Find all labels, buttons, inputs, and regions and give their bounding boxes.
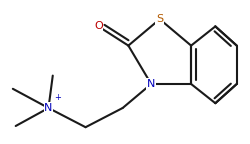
Text: N: N — [44, 103, 52, 113]
Text: +: + — [54, 93, 61, 102]
Text: N: N — [146, 79, 155, 89]
Text: S: S — [156, 14, 163, 24]
Text: O: O — [94, 21, 102, 31]
